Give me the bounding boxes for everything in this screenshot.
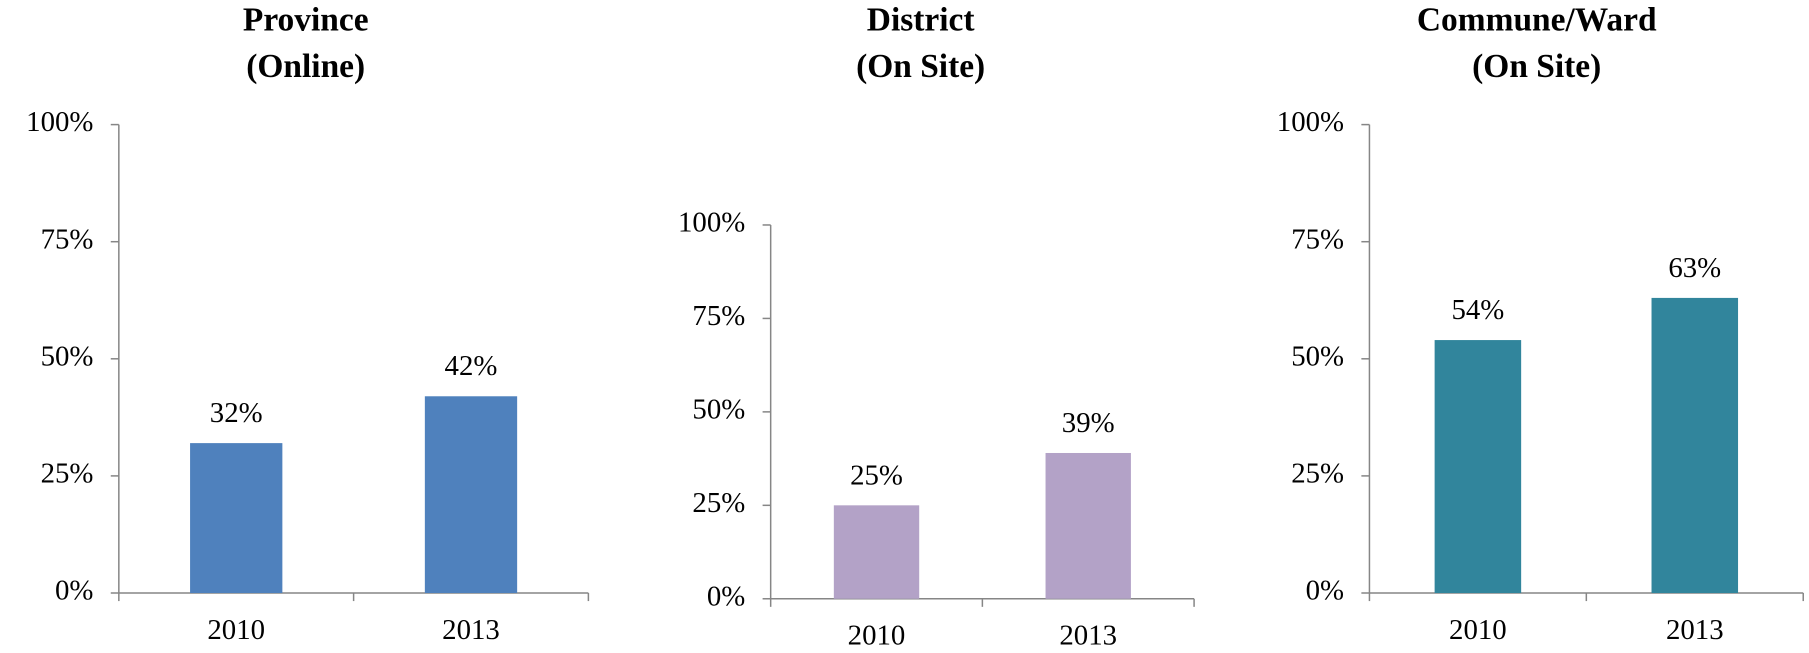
bar (1651, 297, 1739, 594)
x-tick-label: 2010 (207, 614, 265, 646)
x-tick-label: 2010 (848, 620, 906, 652)
bar (1045, 452, 1131, 599)
chart-title: (On Site) (1472, 48, 1601, 85)
y-tick-label: 25% (692, 487, 745, 519)
bar (424, 396, 518, 594)
y-tick-label: 100% (26, 106, 93, 138)
data-label: 42% (445, 350, 498, 382)
x-tick-label: 2013 (1059, 620, 1117, 652)
data-label: 25% (850, 459, 903, 491)
bar (190, 443, 283, 594)
bar (1434, 340, 1522, 594)
y-tick-label: 0% (55, 575, 93, 607)
x-tick-label: 2013 (1666, 614, 1724, 646)
y-tick-label: 0% (1306, 575, 1344, 607)
data-label: 63% (1668, 252, 1721, 284)
y-tick-label: 50% (692, 393, 745, 425)
y-tick-label: 75% (1291, 223, 1344, 255)
chart-title: District (867, 2, 975, 39)
y-tick-label: 75% (692, 300, 745, 332)
chart-title: Province (243, 2, 369, 39)
data-label: 39% (1062, 407, 1115, 439)
y-tick-label: 0% (707, 580, 745, 612)
y-tick-label: 75% (41, 223, 94, 255)
y-tick-label: 50% (1291, 340, 1344, 372)
y-tick-label: 100% (1277, 106, 1344, 138)
y-tick-label: 25% (1291, 458, 1344, 490)
data-label: 32% (210, 397, 263, 429)
y-tick-label: 100% (678, 207, 745, 239)
data-label: 54% (1451, 294, 1504, 326)
bar (833, 505, 920, 599)
x-tick-label: 2010 (1449, 614, 1507, 646)
y-tick-label: 25% (41, 458, 94, 490)
chart-title: (On Site) (856, 48, 985, 85)
chart-title: (Online) (246, 48, 365, 85)
x-tick-label: 2013 (442, 614, 500, 646)
y-tick-label: 50% (41, 340, 94, 372)
chart-title: Commune/Ward (1417, 2, 1657, 39)
